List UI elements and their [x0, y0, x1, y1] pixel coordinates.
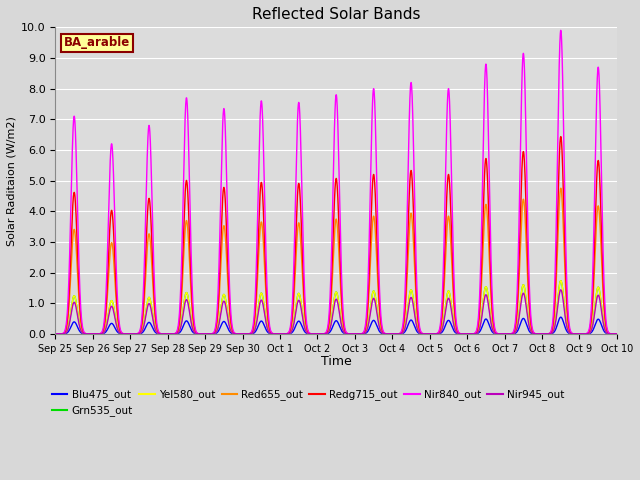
Red655_out [613, 331, 621, 337]
Nir840_out [52, 331, 60, 337]
Line: Redg715_out: Redg715_out [56, 137, 617, 334]
Yel580_out [52, 331, 60, 337]
Grn535_out [391, 331, 399, 337]
Redg715_out [391, 331, 399, 337]
Blu475_out [613, 331, 621, 337]
Red655_out [557, 185, 564, 191]
Yel580_out [612, 331, 620, 337]
Yel580_out [172, 331, 180, 336]
Red655_out [560, 236, 568, 242]
Line: Blu475_out: Blu475_out [56, 317, 617, 334]
Red655_out [401, 314, 408, 320]
Redg715_out [52, 331, 60, 337]
Yel580_out [401, 325, 408, 331]
Nir945_out [209, 331, 216, 336]
Text: BA_arable: BA_arable [64, 36, 130, 49]
Nir945_out [557, 287, 564, 293]
Yel580_out [391, 331, 399, 337]
Blu475_out [612, 331, 620, 337]
Legend: Blu475_out, Grn535_out, Yel580_out, Red655_out, Redg715_out, Nir840_out, Nir945_: Blu475_out, Grn535_out, Yel580_out, Red6… [47, 385, 568, 420]
Yel580_out [613, 331, 621, 337]
Red655_out [52, 331, 60, 337]
Line: Red655_out: Red655_out [56, 188, 617, 334]
Nir840_out [391, 331, 399, 337]
Redg715_out [612, 331, 620, 337]
Nir945_out [52, 331, 60, 337]
Grn535_out [209, 331, 216, 336]
Blu475_out [557, 314, 564, 320]
Nir840_out [560, 133, 568, 139]
Grn535_out [557, 278, 564, 284]
Title: Reflected Solar Bands: Reflected Solar Bands [252, 7, 420, 22]
Nir945_out [172, 331, 180, 336]
Redg715_out [209, 331, 216, 336]
Blu475_out [560, 320, 568, 326]
Nir840_out [613, 331, 621, 337]
Redg715_out [613, 331, 621, 337]
Nir945_out [612, 331, 620, 337]
Grn535_out [52, 331, 60, 337]
Redg715_out [172, 330, 180, 336]
Nir840_out [612, 331, 620, 337]
Blu475_out [52, 331, 60, 337]
Grn535_out [613, 331, 621, 337]
Nir840_out [209, 331, 216, 336]
Redg715_out [560, 203, 568, 208]
Line: Nir840_out: Nir840_out [56, 30, 617, 334]
Grn535_out [560, 297, 568, 302]
X-axis label: Time: Time [321, 355, 351, 368]
Grn535_out [612, 331, 620, 337]
Red655_out [612, 331, 620, 337]
Nir840_out [172, 330, 180, 336]
Yel580_out [560, 297, 568, 302]
Grn535_out [401, 325, 408, 331]
Blu475_out [391, 331, 399, 337]
Blu475_out [172, 331, 180, 336]
Nir840_out [401, 296, 408, 301]
Nir945_out [560, 302, 568, 308]
Red655_out [209, 331, 216, 336]
Red655_out [391, 331, 399, 337]
Line: Yel580_out: Yel580_out [56, 281, 617, 334]
Blu475_out [209, 331, 216, 336]
Red655_out [172, 331, 180, 336]
Nir945_out [391, 331, 399, 337]
Grn535_out [172, 331, 180, 336]
Yel580_out [209, 331, 216, 336]
Yel580_out [557, 278, 564, 284]
Line: Nir945_out: Nir945_out [56, 290, 617, 334]
Redg715_out [401, 308, 408, 314]
Blu475_out [401, 329, 408, 335]
Nir840_out [557, 27, 564, 33]
Y-axis label: Solar Raditaion (W/m2): Solar Raditaion (W/m2) [7, 116, 17, 245]
Redg715_out [557, 134, 564, 140]
Line: Grn535_out: Grn535_out [56, 281, 617, 334]
Nir945_out [401, 326, 408, 332]
Nir945_out [613, 331, 621, 337]
